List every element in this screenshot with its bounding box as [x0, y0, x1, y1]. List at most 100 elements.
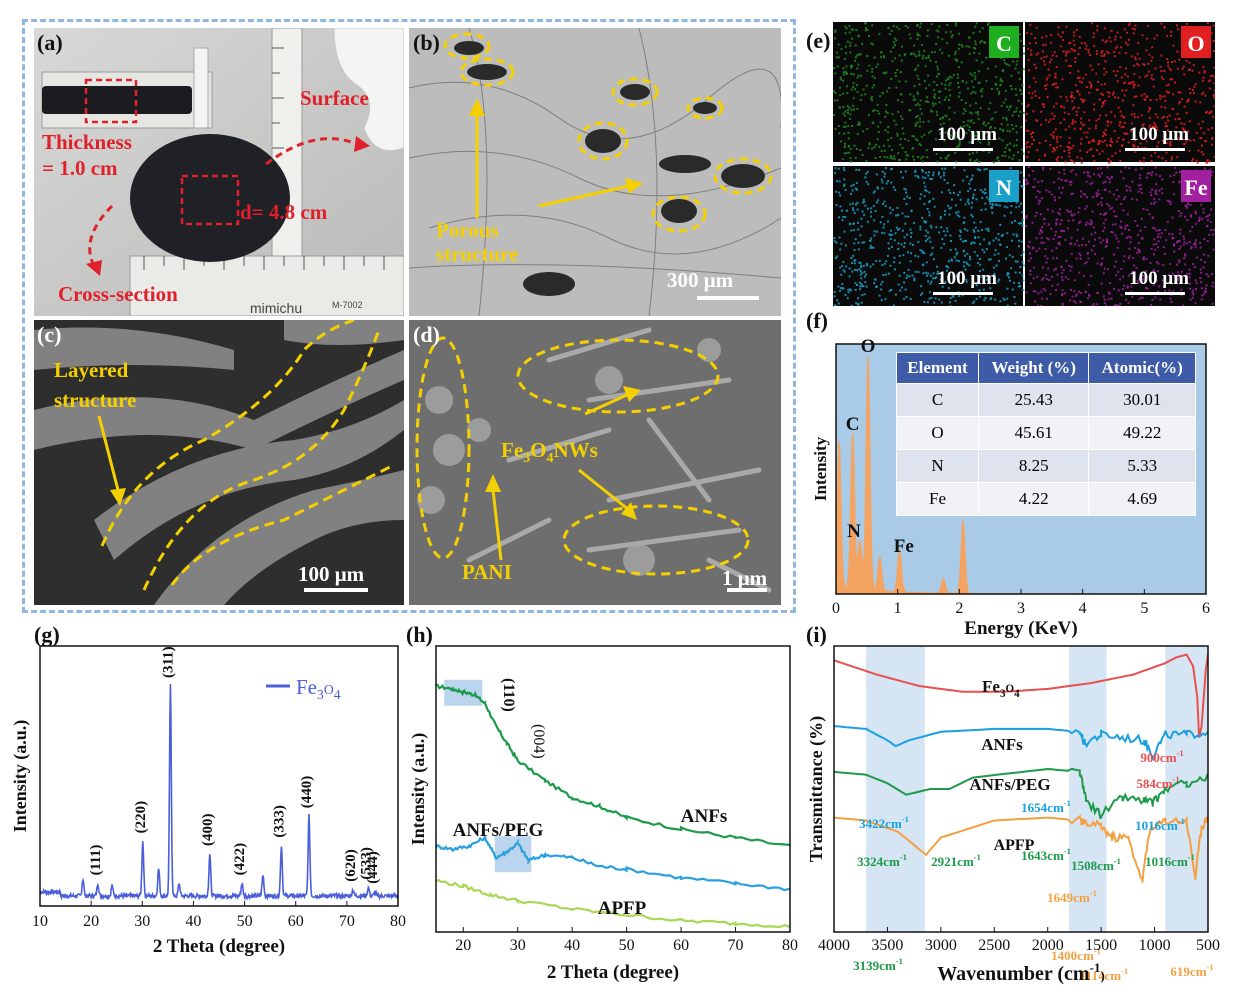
eds-dot: [966, 263, 968, 265]
eds-dot: [963, 108, 965, 110]
eds-dot: [1009, 143, 1011, 145]
eds-dot: [1101, 52, 1103, 54]
eds-dot: [1203, 293, 1205, 295]
eds-dot: [1079, 36, 1081, 38]
eds-dot: [1027, 130, 1029, 132]
eds-dot: [964, 228, 966, 230]
eds-dot: [1054, 199, 1056, 201]
eds-dot: [854, 212, 856, 214]
eds-dot: [1125, 299, 1127, 301]
eds-dot: [906, 234, 908, 236]
eds-dot: [1092, 211, 1094, 213]
eds-dot: [963, 250, 965, 252]
panel-d-label: (d): [413, 322, 440, 348]
eds-dot: [1034, 64, 1036, 66]
eds-dot: [857, 297, 859, 299]
eds-dot: [840, 243, 842, 245]
eds-dot: [944, 115, 946, 117]
eds-dot: [1144, 226, 1146, 228]
eds-dot: [1075, 174, 1077, 176]
eds-dot: [1201, 145, 1203, 147]
eds-dot: [1012, 115, 1014, 117]
eds-dot: [969, 112, 971, 114]
xrd-peak-label: (444): [365, 851, 381, 884]
eds-dot: [943, 243, 945, 245]
eds-dot: [837, 65, 839, 67]
eds-dot: [846, 152, 848, 154]
eds-dot: [936, 76, 938, 78]
eds-dot: [913, 159, 915, 161]
eds-dot: [1052, 210, 1054, 212]
eds-dot: [1166, 152, 1168, 154]
eds-dot: [1044, 155, 1046, 157]
eds-dot: [1116, 141, 1118, 143]
eds-dot: [1093, 109, 1095, 111]
eds-dot: [1099, 114, 1101, 116]
eds-dot: [1085, 224, 1087, 226]
eds-dot: [1091, 182, 1093, 184]
eds-dot: [966, 45, 968, 47]
eds-dot: [1134, 25, 1136, 27]
eds-dot: [1108, 96, 1110, 98]
eds-dot: [866, 181, 868, 183]
eds-dot: [1016, 139, 1018, 141]
eds-dot: [1070, 159, 1072, 161]
eds-dot: [1045, 35, 1047, 37]
eds-dot: [926, 96, 928, 98]
ftir-x-axis-label: Wavenumber (cm-1): [937, 960, 1105, 985]
eds-dot: [949, 82, 951, 84]
xrd-peak-label: (220): [133, 801, 149, 834]
eds-dot: [1068, 220, 1070, 222]
eds-dot: [958, 260, 960, 262]
eds-dot: [844, 143, 846, 145]
eds-dot: [1197, 162, 1199, 164]
eds-dot: [934, 206, 936, 208]
eds-dot: [979, 296, 981, 298]
eds-dot: [900, 71, 902, 73]
eds-dot: [1079, 81, 1081, 83]
eds-dot: [1123, 260, 1125, 262]
eds-dot: [845, 266, 847, 268]
eds-dot: [1109, 293, 1111, 295]
eds-dot: [1160, 23, 1162, 25]
eds-dot: [1103, 133, 1105, 135]
eds-dot: [1052, 151, 1054, 153]
eds-dot: [1068, 142, 1070, 144]
eds-dot: [1079, 77, 1081, 79]
eds-dot: [1087, 175, 1089, 177]
eds-dot: [1150, 99, 1152, 101]
eds-dot: [868, 35, 870, 37]
ftir-peak-label: 2921cm-1: [931, 852, 981, 869]
eds-dot: [842, 287, 844, 289]
eds-dot: [1078, 107, 1080, 109]
nw-sub4: 4: [547, 451, 554, 466]
eds-dot: [873, 84, 875, 86]
eds-dot: [1018, 240, 1020, 242]
eds-dot: [991, 119, 993, 121]
eds-dot: [1101, 50, 1103, 52]
eds-dot: [1109, 181, 1111, 183]
eds-dot: [1146, 177, 1148, 179]
eds-dot: [1189, 288, 1191, 290]
eds-dot: [1087, 297, 1089, 299]
eds-dot: [1148, 172, 1150, 174]
eds-dot: [1064, 292, 1066, 294]
eds-dot: [1105, 71, 1107, 73]
eds-dot: [904, 223, 906, 225]
eds-dot: [1039, 233, 1041, 235]
eds-dot: [1044, 255, 1046, 257]
eds-dot: [1062, 305, 1064, 306]
eds-dot: [1010, 267, 1012, 269]
eds-dot: [874, 230, 876, 232]
eds-dot: [933, 96, 935, 98]
eds-dot: [918, 51, 920, 53]
eds-dot: [847, 297, 849, 299]
eds-dot: [1078, 272, 1080, 274]
eds-dot: [1087, 252, 1089, 254]
eds-dot: [886, 104, 888, 106]
eds-dot: [963, 121, 965, 123]
eds-dot: [1027, 182, 1029, 184]
eds-dot: [1172, 237, 1174, 239]
eds-dot: [1053, 181, 1055, 183]
eds-dot: [858, 262, 860, 264]
